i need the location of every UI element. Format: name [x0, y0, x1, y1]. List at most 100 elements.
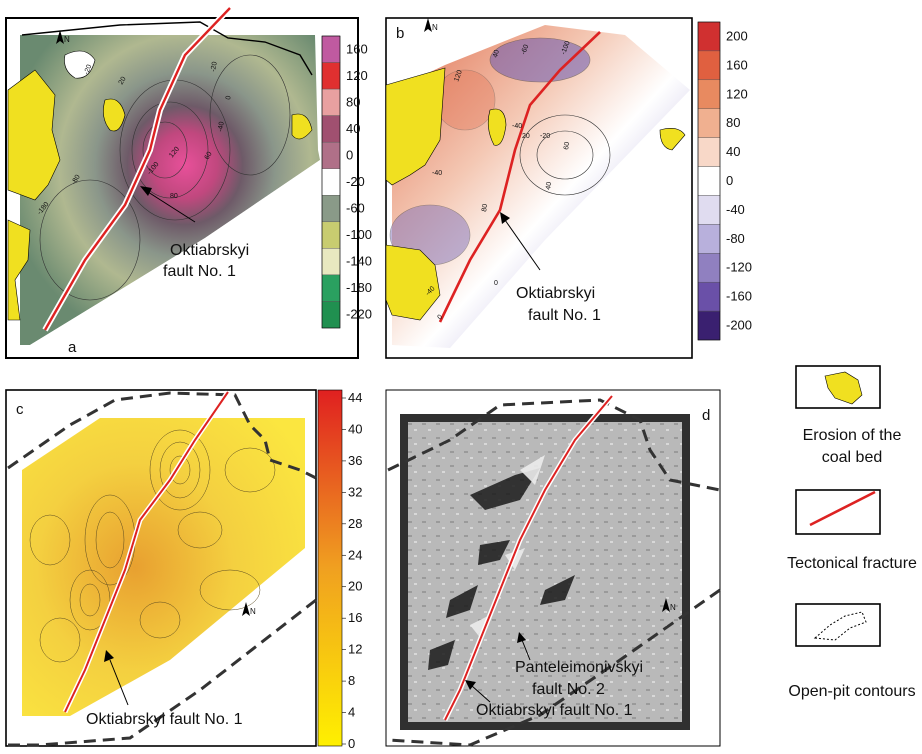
- colorbar-swatch: [697, 224, 721, 254]
- erosion-patch: [659, 128, 686, 151]
- colorbar-tick-label: -140: [346, 254, 372, 269]
- colorbar-swatch: [697, 166, 721, 196]
- colorbar-swatch: [697, 281, 721, 312]
- panel-d-fault1-label: Oktiabrskyi fault No. 1: [476, 702, 633, 719]
- panel-a-map-surface: [20, 35, 320, 345]
- colorbar-tick-label: 0: [726, 173, 733, 188]
- erosion-patch: [291, 113, 313, 140]
- colorbar-tick-label: 40: [726, 144, 740, 159]
- open-pit-contour: [387, 398, 721, 492]
- panel-b-colorbar: 200 160 120 80 40 0 -40 -80 -120 -160 -200: [697, 21, 752, 341]
- colorbar-swatch: [321, 62, 341, 90]
- fault-pointer: [521, 639, 531, 661]
- colorbar-tick-label: -60: [346, 201, 365, 216]
- colorbar-outline: [697, 21, 721, 341]
- panel-b-fault-label-1: Oktiabrskyi: [516, 285, 595, 302]
- panel-d-image: [408, 422, 682, 722]
- panel-d-fault2-label-2: fault No. 2: [532, 681, 605, 698]
- fault-pointer-head: [517, 632, 526, 643]
- colorbar-swatch: [321, 195, 341, 223]
- erosion-patch: [64, 50, 96, 79]
- contour-value-label: 0: [494, 280, 498, 287]
- contour-value-label: -20: [83, 64, 93, 76]
- colorbar-tick-label: 20: [348, 579, 362, 594]
- panel-c-colorbar-ramp: [317, 389, 343, 747]
- panel-b-contour: [536, 130, 594, 180]
- fault-pointer: [109, 659, 129, 706]
- panel-a: N a Oktiabrskyi fault No. 1 -20 20 0 -20 120…: [5, 5, 372, 359]
- erosion-patch: [7, 219, 31, 321]
- panel-a-fault-label-1: Oktiabrskyi: [170, 242, 249, 259]
- colorbar-swatch: [321, 248, 341, 276]
- colorbar-swatch: [697, 50, 721, 81]
- legend-erosion-label-2: coal bed: [822, 449, 883, 466]
- panel-a-contour: [131, 101, 209, 199]
- fault-line: [809, 490, 876, 527]
- north-arrow-icon: N: [56, 30, 70, 44]
- colorbar-tick-label: -160: [726, 289, 752, 304]
- colorbar-swatch: [697, 137, 721, 167]
- colorbar-tick-label: 28: [348, 516, 362, 531]
- colorbar-swatch: [321, 301, 341, 329]
- contour-value-label: -20: [210, 61, 219, 72]
- panel-c-fault-label: Oktiabrskyi fault No. 1: [86, 711, 243, 728]
- colorbar-tick-label: -100: [346, 227, 372, 242]
- colorbar-tick-label: 16: [348, 610, 362, 625]
- fault-pointer-head: [140, 186, 152, 196]
- open-pit-contour: [8, 598, 317, 747]
- erosion-patch: [385, 244, 441, 321]
- fault-pointer: [147, 191, 196, 223]
- erosion-patch: [385, 67, 446, 186]
- contour-value-label: -80: [71, 174, 82, 186]
- open-pit-contour: [813, 611, 867, 641]
- panel-b-contour: [519, 114, 611, 196]
- fault-pointer-head: [500, 212, 510, 224]
- erosion-patch: [824, 371, 863, 405]
- colorbar-tick-label: 12: [348, 642, 362, 657]
- contour-value-label: 40: [492, 49, 501, 58]
- colorbar-tick-label: 36: [348, 453, 362, 468]
- contour-value-label: 0: [225, 95, 233, 100]
- open-pit-contour: [21, 21, 313, 76]
- contour-value-label: 0: [436, 314, 444, 322]
- contour-value-label: -20: [540, 133, 550, 140]
- panel-a-letter: a: [68, 339, 77, 356]
- panel-a-colorbar: 160 120 80 40 0 -20 -60 -100 -140 -180 -220: [321, 35, 372, 329]
- panel-d-letter: d: [702, 407, 710, 424]
- colorbar-tick-label: 80: [346, 94, 360, 109]
- svg-text:N: N: [64, 35, 70, 44]
- colorbar-tick-label: 32: [348, 484, 362, 499]
- colorbar-tick-label: -180: [346, 280, 372, 295]
- colorbar-swatch: [321, 88, 341, 116]
- contour-value-label: 80: [170, 193, 178, 200]
- colorbar-tick-label: -200: [726, 318, 752, 333]
- colorbar-swatch: [321, 141, 341, 169]
- north-arrow-icon: N: [662, 598, 676, 612]
- colorbar-swatch: [321, 274, 341, 302]
- legend-pit-label: Open-pit contours: [788, 683, 915, 700]
- colorbar-tick-label: 0: [348, 736, 355, 751]
- colorbar-tick-label: 40: [348, 421, 362, 436]
- colorbar-tick-label: 80: [726, 115, 740, 130]
- panel-a-outside-area: [30, 160, 350, 355]
- fault-pointer-head: [104, 650, 114, 662]
- colorbar-swatch: [321, 168, 341, 196]
- fault-line: [438, 31, 601, 323]
- contour-value-label: -40: [432, 170, 442, 177]
- colorbar-tick-label: -80: [726, 231, 745, 246]
- fault-line: [444, 395, 613, 721]
- fault-pointer: [504, 219, 541, 271]
- colorbar-tick-label: 120: [726, 86, 748, 101]
- colorbar-swatch: [697, 79, 721, 109]
- legend: Erosion of the coal bed Tectonical fract…: [787, 365, 917, 700]
- panel-c-letter: c: [16, 401, 24, 418]
- panel-a-contour: [39, 179, 141, 301]
- contour-value-label: 80: [481, 203, 489, 212]
- fault-line: [64, 391, 229, 713]
- panel-b-letter: b: [396, 25, 404, 42]
- colorbar-outline: [321, 35, 341, 329]
- panel-a-contour: [209, 54, 291, 176]
- colorbar-tick-label: 40: [346, 121, 360, 136]
